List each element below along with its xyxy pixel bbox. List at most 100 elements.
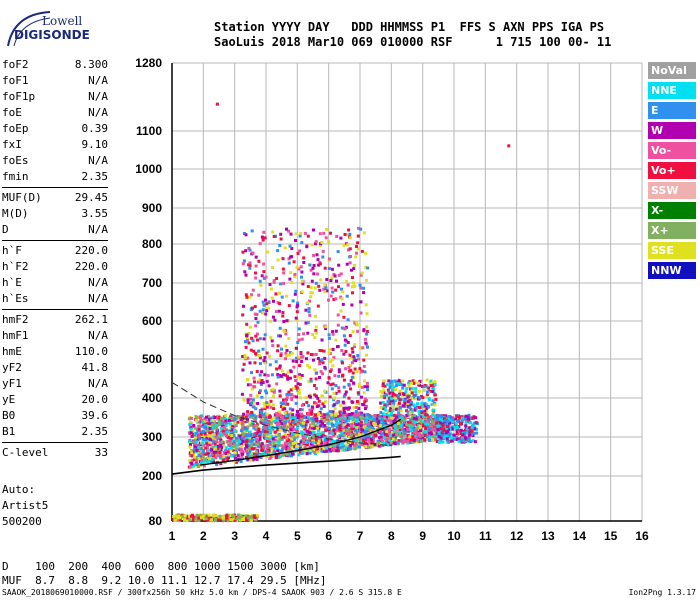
echo-point (267, 437, 270, 441)
param-value: 29.45 (74, 191, 108, 204)
echo-point (426, 422, 430, 426)
echo-point (265, 302, 269, 306)
echo-point (322, 416, 326, 420)
echo-point (275, 426, 279, 429)
param-name: hmE (2, 345, 22, 358)
echo-point (316, 421, 320, 425)
echo-point (254, 271, 257, 275)
echo-point (415, 419, 419, 423)
echo-point (378, 414, 382, 418)
echo-point (302, 261, 306, 264)
echo-point (187, 514, 191, 518)
echo-point (469, 430, 473, 434)
echo-point (252, 447, 256, 451)
echo-point (463, 431, 467, 435)
echo-point (274, 292, 278, 296)
echo-point (353, 444, 357, 448)
echo-point (389, 422, 393, 426)
echo-point (365, 381, 369, 385)
echo-point (291, 431, 295, 435)
echo-point (291, 442, 295, 445)
echo-point (369, 434, 373, 438)
echo-point (261, 347, 265, 351)
echo-point (248, 361, 252, 365)
echo-point (265, 401, 269, 405)
echo-point (222, 454, 226, 458)
echo-point (267, 452, 271, 456)
echo-point (349, 430, 353, 434)
echo-point (415, 437, 419, 441)
echo-point (287, 446, 291, 450)
echo-point (311, 438, 315, 442)
echo-point (297, 333, 301, 336)
echo-point (342, 433, 346, 437)
echo-point (211, 513, 215, 517)
echo-point (334, 428, 338, 432)
echo-point (178, 518, 182, 522)
echo-point (392, 429, 396, 433)
echo-point (327, 351, 331, 355)
legend: NoVal NNE E W Vo- Vo+ SSW X- X+ SSE NNW (648, 62, 696, 282)
echo-point (275, 416, 279, 420)
echo-point (377, 441, 381, 445)
echo-point (342, 394, 346, 398)
legend-item-w: W (648, 122, 696, 139)
echo-point (310, 405, 314, 409)
echo-point (349, 444, 353, 447)
echo-point (404, 390, 408, 394)
echo-point (356, 391, 360, 395)
echo-point (438, 417, 441, 421)
echo-point (356, 422, 360, 426)
echo-point (357, 382, 361, 386)
echo-point (351, 424, 355, 428)
echo-point (222, 444, 226, 448)
echo-point (460, 419, 464, 423)
echo-point (317, 284, 321, 288)
echo-point (323, 266, 327, 270)
echo-point (278, 410, 282, 414)
param-row: hmF1 N/A (2, 328, 108, 344)
echo-point (280, 347, 283, 351)
echo-point (297, 375, 301, 379)
echo-point (255, 370, 259, 373)
param-separator (2, 442, 108, 443)
echo-point (264, 298, 267, 302)
echo-point (329, 369, 332, 373)
echo-point (389, 384, 393, 388)
echo-point (412, 404, 416, 407)
echo-point (315, 417, 319, 421)
echo-point (281, 257, 285, 261)
echo-point (417, 410, 421, 413)
echo-point (241, 250, 245, 254)
echo-point (271, 389, 274, 393)
echo-point (372, 416, 376, 420)
echo-point (366, 412, 370, 416)
echo-point (332, 396, 336, 400)
echo-point (246, 398, 250, 402)
echo-point (234, 423, 238, 427)
echo-point (433, 383, 437, 386)
echo-point (244, 345, 248, 349)
echo-point (285, 294, 289, 298)
echo-point (206, 434, 210, 438)
echo-point (393, 424, 397, 428)
echo-point (402, 393, 406, 397)
echo-point (263, 407, 267, 410)
echo-point (459, 432, 463, 435)
echo-point (235, 416, 239, 420)
echo-point (397, 382, 401, 386)
echo-point (401, 404, 405, 408)
echo-point (394, 427, 398, 430)
echo-point (344, 367, 348, 371)
echo-point (314, 401, 318, 405)
echo-point (197, 516, 201, 520)
echo-point (327, 298, 330, 302)
echo-point (227, 517, 231, 520)
echo-point (311, 441, 315, 445)
echo-point (451, 420, 455, 424)
echo-point (289, 449, 293, 453)
echo-point (425, 417, 429, 421)
echo-point (204, 433, 207, 437)
echo-point (347, 382, 351, 386)
echo-point (254, 255, 258, 259)
